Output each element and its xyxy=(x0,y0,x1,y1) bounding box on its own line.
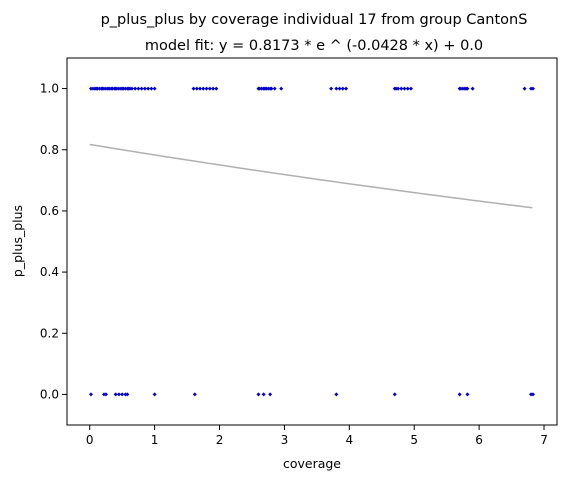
data-point xyxy=(340,86,345,91)
data-point xyxy=(120,392,125,397)
chart-title: p_plus_plus by coverage individual 17 fr… xyxy=(101,12,528,28)
data-point xyxy=(152,86,157,91)
x-tick-label: 7 xyxy=(540,433,548,447)
data-point xyxy=(279,86,284,91)
data-point xyxy=(204,86,209,91)
data-point xyxy=(530,86,535,91)
data-point xyxy=(522,86,527,91)
data-point xyxy=(207,86,212,91)
data-point xyxy=(194,86,199,91)
data-point xyxy=(198,86,203,91)
data-point xyxy=(399,86,404,91)
x-axis-label: coverage xyxy=(283,456,341,471)
x-tick-label: 4 xyxy=(345,433,353,447)
data-point xyxy=(334,392,339,397)
data-point xyxy=(152,392,157,397)
data-point xyxy=(142,86,147,91)
data-point xyxy=(395,86,400,91)
fit-line-layer xyxy=(89,143,533,209)
data-point xyxy=(457,392,462,397)
data-point xyxy=(211,86,216,91)
y-tick-label: 0.6 xyxy=(40,204,59,218)
x-axis: 0 1 2 3 4 5 6 7 xyxy=(86,425,548,447)
data-point xyxy=(201,86,206,91)
y-axis-label: p_plus_plus xyxy=(10,205,25,277)
y-tick-label: 0.4 xyxy=(40,265,59,279)
data-point xyxy=(408,86,413,91)
data-point xyxy=(269,86,274,91)
data-point xyxy=(470,86,475,91)
axes-frame xyxy=(66,57,558,426)
data-point xyxy=(139,86,144,91)
fit-line xyxy=(89,143,533,209)
chart-subtitle: model fit: y = 0.8173 * e ^ (-0.0428 * x… xyxy=(145,38,483,54)
data-point xyxy=(405,86,410,91)
data-point xyxy=(116,392,121,397)
data-point xyxy=(113,392,118,397)
y-tick-label: 0.2 xyxy=(40,326,59,340)
data-point xyxy=(129,86,134,91)
data-point xyxy=(402,86,407,91)
data-point xyxy=(103,392,108,397)
data-point xyxy=(344,86,349,91)
data-point xyxy=(392,392,397,397)
data-point xyxy=(192,392,197,397)
y-tick-label: 1.0 xyxy=(40,82,59,96)
data-point xyxy=(146,86,151,91)
x-tick-label: 5 xyxy=(410,433,418,447)
data-point xyxy=(125,392,130,397)
x-tick-label: 0 xyxy=(86,433,94,447)
y-axis: 0.0 0.2 0.4 0.6 0.8 1.0 xyxy=(40,82,67,401)
data-point xyxy=(329,86,334,91)
data-point xyxy=(465,86,470,91)
data-point xyxy=(256,392,261,397)
y-tick-label: 0.8 xyxy=(40,143,59,157)
data-point xyxy=(530,392,535,397)
data-point xyxy=(465,392,470,397)
data-point xyxy=(268,392,273,397)
data-point xyxy=(214,86,219,91)
x-tick-label: 6 xyxy=(475,433,483,447)
data-point xyxy=(334,86,339,91)
data-point xyxy=(272,86,277,91)
x-tick-label: 3 xyxy=(281,433,289,447)
data-point xyxy=(136,86,141,91)
data-point xyxy=(133,86,138,91)
data-point xyxy=(89,392,94,397)
data-point xyxy=(191,86,196,91)
data-point xyxy=(149,86,154,91)
x-tick-label: 1 xyxy=(151,433,159,447)
y-tick-label: 0.0 xyxy=(40,387,59,401)
data-point xyxy=(261,392,266,397)
data-point xyxy=(337,86,342,91)
data-points-layer xyxy=(89,86,535,397)
x-tick-label: 2 xyxy=(216,433,224,447)
